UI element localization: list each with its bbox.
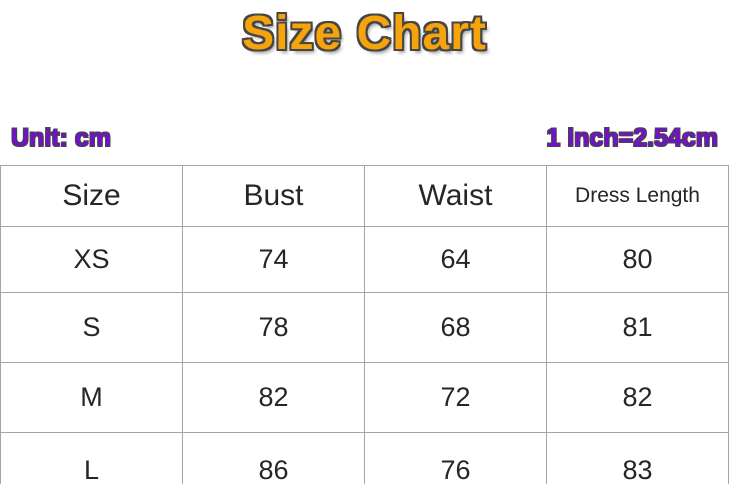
cell-size: S (0, 292, 183, 363)
header-cell-size: Size (0, 165, 183, 227)
header-row: Size Bust Waist Dress Length (0, 165, 729, 227)
cell-bust: 86 (182, 432, 365, 484)
cell-bust: 74 (182, 226, 365, 293)
size-chart-table: Size Bust Waist Dress Length XS 74 64 80… (0, 165, 729, 484)
table-row-s: S 78 68 81 (0, 292, 729, 363)
meta-row: Unit: cm 1 inch=2.54cm (0, 124, 729, 153)
cell-dress-length: 81 (546, 292, 729, 363)
header-cell-dress-length: Dress Length (546, 165, 729, 227)
cell-bust: 78 (182, 292, 365, 363)
cell-dress-length: 83 (546, 432, 729, 484)
cell-size: XS (0, 226, 183, 293)
cell-waist: 68 (364, 292, 547, 363)
cell-dress-length: 80 (546, 226, 729, 293)
cell-waist: 72 (364, 362, 547, 433)
cell-size: M (0, 362, 183, 433)
conversion-label: 1 inch=2.54cm (546, 124, 718, 152)
cell-waist: 76 (364, 432, 547, 484)
cell-bust: 82 (182, 362, 365, 433)
header-cell-bust: Bust (182, 165, 365, 227)
unit-label: Unit: cm (11, 124, 111, 152)
table-row-xs: XS 74 64 80 (0, 226, 729, 293)
cell-dress-length: 82 (546, 362, 729, 433)
header-cell-waist: Waist (364, 165, 547, 227)
table-row-l: L 86 76 83 (0, 432, 729, 484)
cell-waist: 64 (364, 226, 547, 293)
cell-size: L (0, 432, 183, 484)
table-row-m: M 82 72 82 (0, 362, 729, 433)
page-title: Size Chart (242, 7, 487, 60)
